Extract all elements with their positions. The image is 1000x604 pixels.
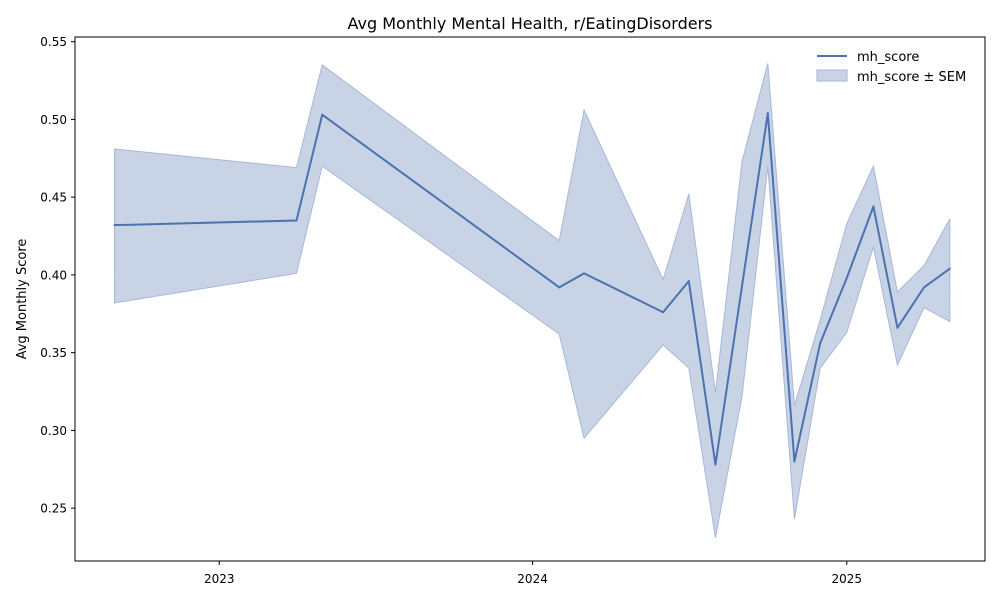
- y-tick-label: 0.40: [40, 268, 67, 282]
- sem-band: [113, 63, 951, 538]
- data-point: [923, 286, 926, 289]
- y-tick-label: 0.50: [40, 113, 67, 127]
- sem-band-layer: [113, 63, 951, 538]
- data-point: [896, 326, 899, 329]
- data-point: [741, 284, 744, 287]
- data-point: [113, 224, 116, 227]
- y-axis-label: Avg Monthly Score: [15, 239, 30, 360]
- legend: mh_score mh_score ± SEM: [816, 50, 966, 85]
- data-point: [845, 277, 848, 280]
- data-point: [793, 460, 796, 463]
- y-axis: 0.25 0.30 0.35 0.40 0.45 0.50 0.55: [40, 35, 75, 516]
- y-tick-label: 0.35: [40, 346, 67, 360]
- x-tick-label: 2024: [517, 572, 548, 586]
- x-tick-label: 2023: [204, 572, 235, 586]
- legend-band-swatch: [816, 69, 848, 82]
- chart-title: Avg Monthly Mental Health, r/EatingDisor…: [348, 14, 713, 33]
- data-point: [714, 463, 717, 466]
- y-tick-label: 0.30: [40, 424, 67, 438]
- legend-label-line: mh_score: [857, 50, 919, 65]
- x-axis: 2023 2024 2025: [204, 561, 862, 586]
- y-tick-label: 0.45: [40, 191, 67, 205]
- data-point: [687, 280, 690, 283]
- data-point: [558, 286, 561, 289]
- data-point: [766, 112, 769, 115]
- x-tick-label: 2025: [832, 572, 863, 586]
- data-point: [819, 342, 822, 345]
- legend-label-band: mh_score ± SEM: [857, 70, 966, 85]
- data-point: [295, 219, 298, 222]
- data-point: [662, 311, 665, 314]
- data-point: [583, 272, 586, 275]
- data-point: [948, 267, 951, 270]
- plot-frame: [74, 36, 986, 562]
- y-tick-label: 0.55: [40, 35, 67, 49]
- y-tick-label: 0.25: [40, 502, 67, 516]
- data-point: [321, 113, 324, 116]
- line-layer: [113, 112, 951, 466]
- data-point: [872, 205, 875, 208]
